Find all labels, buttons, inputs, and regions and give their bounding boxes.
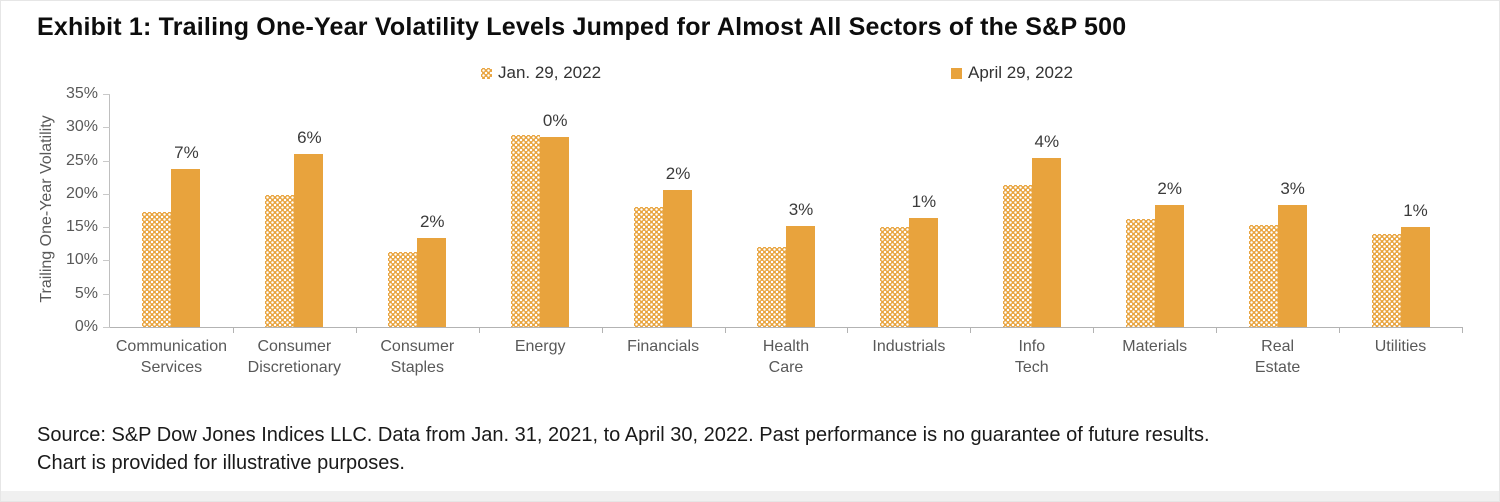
bar-jan-29-2022 [756, 247, 786, 327]
y-tick-mark [103, 94, 110, 95]
bar-jan-29-2022 [265, 195, 295, 327]
x-category-label: Industrials [872, 338, 946, 355]
y-tick-label: 5% [74, 284, 98, 302]
bar-april-29-2022 [294, 153, 324, 327]
y-tick-label: 30% [65, 118, 98, 136]
x-category-label: Health Care [762, 338, 810, 376]
x-axis-labels: Communication Services Consumer Discretio… [110, 337, 1462, 379]
y-tick-mark [103, 260, 110, 262]
diff-label: 6% [297, 127, 322, 147]
x-tick-mark [847, 327, 849, 333]
bar-april-29-2022 [908, 217, 938, 327]
source-line-1: Source: S&P Dow Jones Indices LLC. Data … [37, 424, 1210, 446]
bar-april-29-2022 [663, 189, 693, 327]
diff-label: 4% [1034, 131, 1060, 151]
bar-april-29-2022 [1400, 227, 1430, 327]
y-tick-label: 0% [74, 318, 98, 335]
x-tick-mark [1093, 327, 1095, 333]
y-tick-mark [103, 227, 110, 229]
page-bottom-strip [1, 491, 1499, 501]
x-tick-mark [355, 327, 357, 333]
x-tick-mark [1462, 327, 1463, 333]
x-tick-mark [724, 327, 726, 333]
bar-jan-29-2022 [1371, 234, 1401, 327]
diff-label: 1% [911, 191, 937, 211]
x-tick-mark [232, 327, 234, 333]
x-category-label: Materials [1122, 338, 1188, 355]
legend-label-april: April 29, 2022 [968, 63, 1073, 82]
diff-label: 3% [788, 199, 814, 219]
bar-group: 2% [356, 94, 479, 327]
legend-marker-april-icon [951, 67, 962, 79]
y-tick-mark [103, 293, 110, 295]
bar-group: 1% [1339, 94, 1462, 327]
legend-label-jan: Jan. 29, 2022 [498, 63, 602, 82]
diff-label: 2% [1157, 178, 1182, 198]
y-tick-label: 15% [65, 218, 98, 236]
bar-jan-29-2022 [388, 252, 418, 327]
y-tick-label: 25% [65, 151, 98, 169]
bar-jan-29-2022 [142, 211, 172, 327]
bar-jan-29-2022 [511, 135, 541, 327]
y-tick-label: 35% [65, 85, 98, 102]
y-tick-label: 10% [65, 251, 98, 269]
source-note: Source: S&P Dow Jones Indices LLC. Data … [37, 421, 1210, 478]
x-category-label: Utilities [1374, 338, 1427, 355]
bar-groups: 7% 6% 2% 0% 2% 3% 1% 4% 2% 3% 1% [110, 94, 1462, 327]
source-line-2: Chart is provided for illustrative purpo… [37, 452, 405, 475]
bar-april-29-2022 [540, 136, 570, 327]
bar-group: 2% [1093, 94, 1216, 327]
bar-group: 7% [110, 94, 233, 327]
diff-label: 0% [542, 110, 568, 130]
bar-jan-29-2022 [1248, 225, 1278, 327]
bar-group: 1% [847, 94, 970, 327]
plot-area: 0% 5% 10% 15% 20% 25% 30% 35% 7% 6% 2% 0% 2% 3% 1% 4% 2… [66, 85, 1463, 376]
y-tick-mark [103, 193, 110, 195]
bar-group: 2% [602, 94, 725, 327]
diff-label: 1% [1403, 201, 1428, 221]
x-tick-mark [1339, 327, 1341, 333]
bar-jan-29-2022 [634, 206, 664, 327]
y-axis-title: Trailing One-Year Volatility [38, 115, 55, 303]
bar-jan-29-2022 [1125, 219, 1155, 327]
bar-jan-29-2022 [1002, 184, 1032, 327]
y-tick-mark [103, 327, 110, 328]
bar-april-29-2022 [1154, 204, 1184, 327]
x-category-label: Info Tech [1014, 338, 1049, 376]
x-category-label: Consumer Staples [380, 338, 455, 376]
bar-april-29-2022 [417, 238, 447, 327]
x-category-label: Consumer Discretionary [247, 338, 342, 376]
x-tick-mark [478, 327, 480, 333]
diff-label: 2% [665, 163, 691, 183]
bar-april-29-2022 [1031, 157, 1061, 327]
bar-group: 3% [725, 94, 848, 327]
x-category-label: Energy [514, 338, 566, 355]
diff-label: 3% [1280, 179, 1305, 199]
x-category-label: Financials [627, 338, 700, 355]
y-tick-mark [103, 127, 110, 129]
x-tick-mark [1216, 327, 1218, 333]
diff-label: 2% [419, 212, 445, 232]
legend-marker-jan-icon [481, 67, 492, 79]
x-category-label: Real Estate [1254, 338, 1301, 376]
bar-april-29-2022 [785, 225, 815, 327]
legend-item-jan: Jan. 29, 2022 [481, 63, 601, 83]
diff-label: 7% [174, 142, 199, 162]
y-tick-label: 20% [65, 184, 98, 202]
bar-group: 4% [970, 94, 1093, 327]
bar-april-29-2022 [1277, 205, 1307, 327]
y-tick-mark [103, 160, 110, 162]
bar-group: 6% [233, 94, 356, 327]
x-category-label: Communication Services [115, 338, 228, 376]
x-tick-mark [970, 327, 972, 333]
bar-group: 0% [479, 94, 602, 327]
bar-april-29-2022 [171, 168, 201, 327]
x-tick-mark [601, 327, 603, 333]
bar-group: 3% [1216, 94, 1339, 327]
legend-item-april: April 29, 2022 [951, 63, 1073, 83]
exhibit-title: Exhibit 1: Trailing One-Year Volatility … [37, 13, 1127, 41]
bar-jan-29-2022 [879, 227, 909, 327]
